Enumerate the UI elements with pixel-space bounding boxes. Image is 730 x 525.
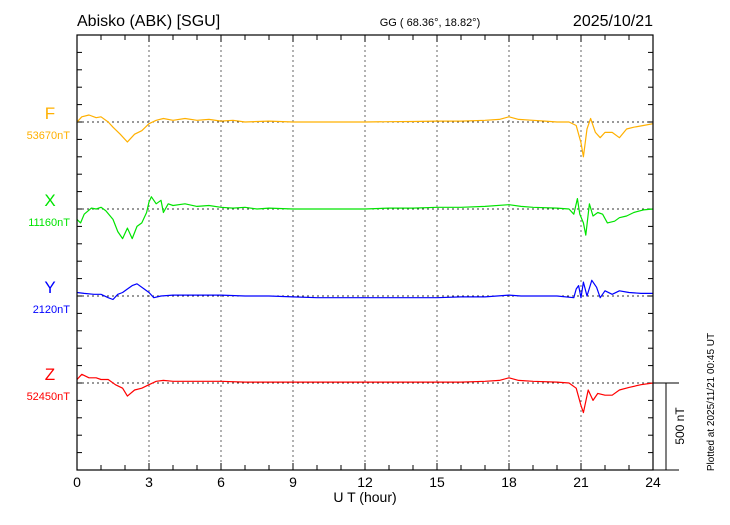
plot-frame xyxy=(76,34,654,471)
series-line-z xyxy=(76,373,654,414)
series-line-f xyxy=(76,114,654,158)
series-line-y xyxy=(76,279,653,301)
series-baseline-f: 53670nT xyxy=(27,130,71,142)
x-axis-label: U T (hour) xyxy=(333,489,396,505)
station-title: Abisko (ABK) [SGU] xyxy=(77,13,220,30)
scale-bar: 500 nT xyxy=(653,382,687,471)
series-baseline-x: 11160nT xyxy=(28,217,70,229)
series-name-y: Y xyxy=(44,278,55,297)
plotted-timestamp: Plotted at 2025/11/21 00:45 UT xyxy=(706,333,717,471)
series-baseline-y: 2120nT xyxy=(33,304,71,316)
x-tick-label: 21 xyxy=(573,474,589,490)
date-label: 2025/10/21 xyxy=(573,13,653,30)
grid xyxy=(77,35,653,470)
x-tick-label: 9 xyxy=(289,474,297,490)
x-tick-label: 6 xyxy=(217,474,225,490)
x-tick-label: 3 xyxy=(145,474,153,490)
series-name-f: F xyxy=(45,104,55,123)
x-tick-label: 18 xyxy=(501,474,517,490)
series-name-x: X xyxy=(44,191,55,210)
series-baseline-z: 52450nT xyxy=(27,391,71,403)
series-group xyxy=(76,114,654,414)
axis-ticks: 0 3 6 9 12 15 18 21 24 xyxy=(73,34,661,490)
coordinates-label: GG ( 68.36°, 18.82°) xyxy=(380,17,481,29)
x-tick-label: 0 xyxy=(73,474,81,490)
x-tick-label: 24 xyxy=(645,474,661,490)
x-tick-label: 15 xyxy=(429,474,445,490)
series-line-x xyxy=(76,196,654,240)
series-name-z: Z xyxy=(45,365,55,384)
scale-bar-label: 500 nT xyxy=(673,407,687,445)
x-tick-label: 12 xyxy=(357,474,373,490)
series-labels: F 53670nT X 11160nT Y 2120nT Z 52450nT xyxy=(27,104,71,403)
